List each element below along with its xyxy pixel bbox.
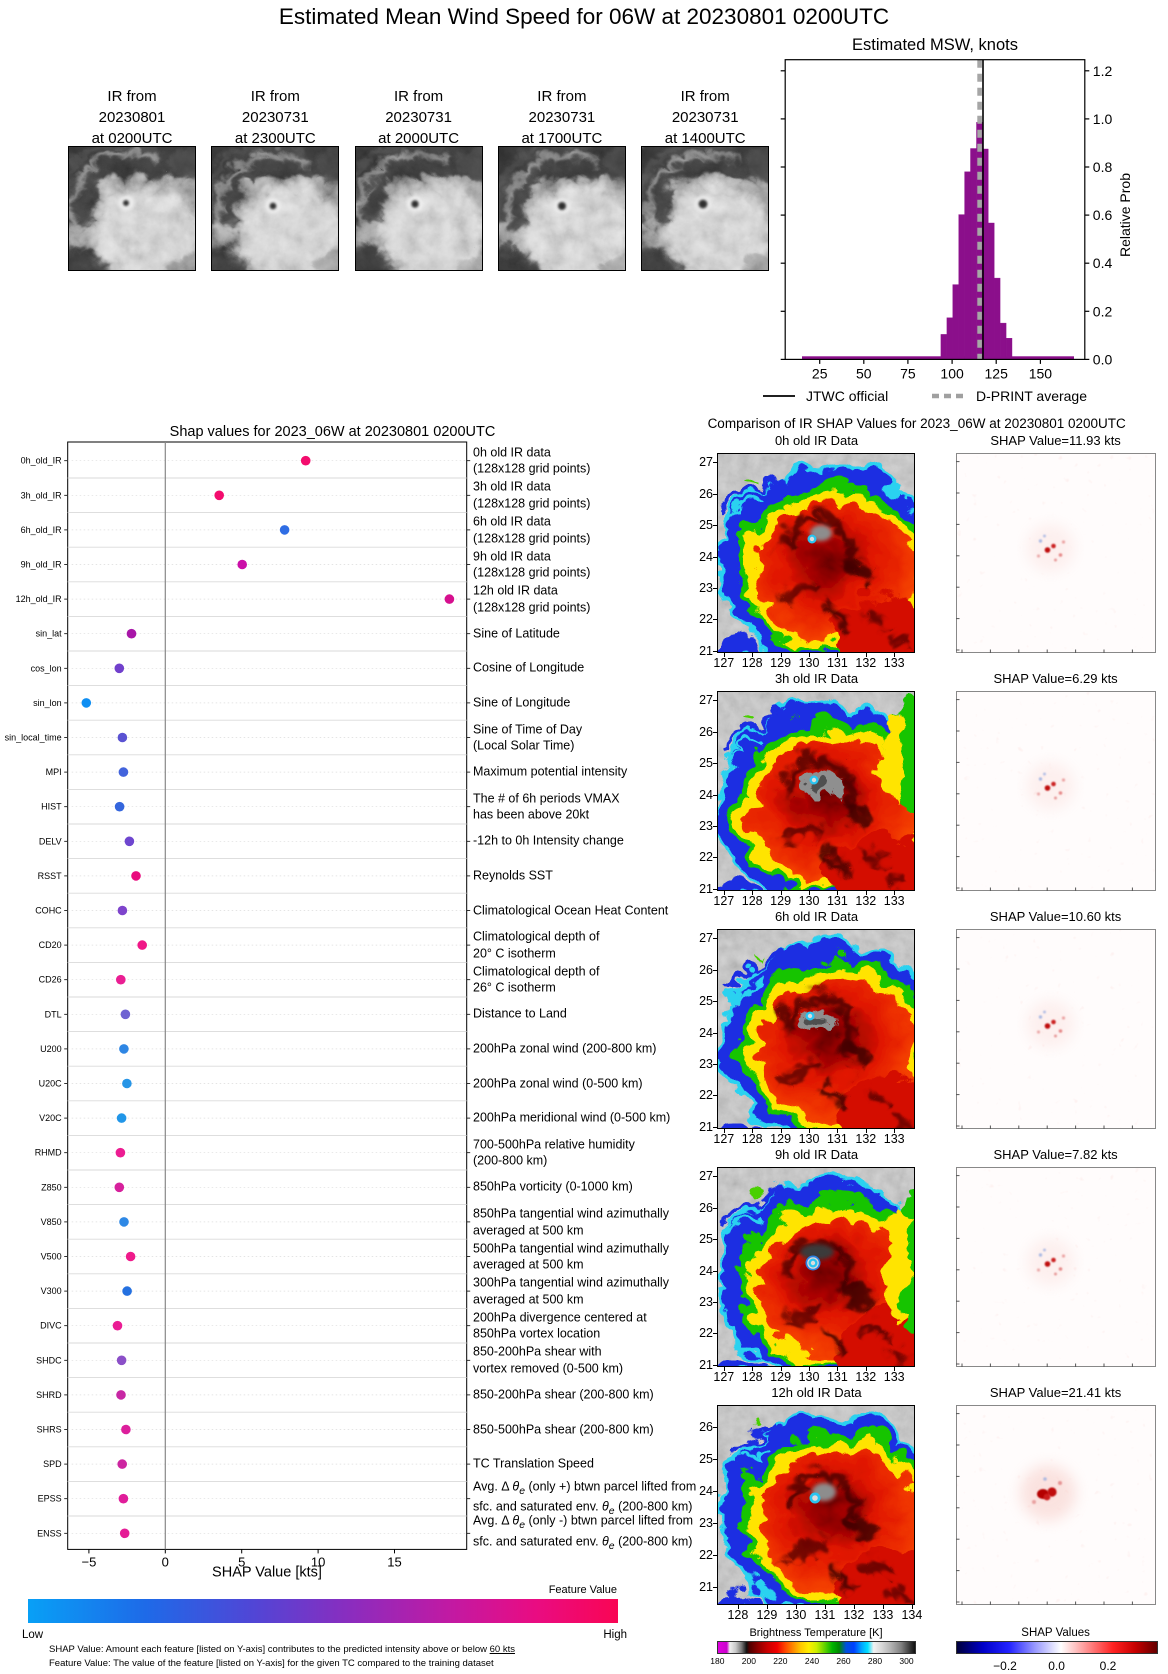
svg-text:U200: U200 xyxy=(40,1044,62,1054)
svg-text:75: 75 xyxy=(900,365,916,381)
svg-text:0.0: 0.0 xyxy=(1093,351,1113,367)
svg-text:CD20: CD20 xyxy=(39,940,62,950)
svg-text:100: 100 xyxy=(940,365,964,381)
svg-text:3h_old_IR: 3h_old_IR xyxy=(21,490,63,500)
svg-text:Z850: Z850 xyxy=(41,1182,62,1192)
svg-text:V20C: V20C xyxy=(39,1113,62,1123)
svg-text:D-PRINT average: D-PRINT average xyxy=(976,388,1087,404)
svg-text:0h_old_IR: 0h_old_IR xyxy=(21,456,63,466)
svg-text:HIST: HIST xyxy=(41,802,62,812)
svg-text:10: 10 xyxy=(311,1554,325,1569)
svg-text:U20C: U20C xyxy=(39,1079,63,1089)
svg-text:ENSS: ENSS xyxy=(37,1528,62,1538)
svg-text:5: 5 xyxy=(238,1554,245,1569)
svg-text:SHAP Value [kts]: SHAP Value [kts] xyxy=(212,1564,322,1580)
svg-text:Shap values for 2023_06W at 20: Shap values for 2023_06W at 20230801 020… xyxy=(170,424,496,440)
svg-text:0.2: 0.2 xyxy=(1093,303,1113,319)
svg-text:1.0: 1.0 xyxy=(1093,111,1113,127)
svg-text:COHC: COHC xyxy=(35,906,62,916)
svg-text:Estimated MSW, knots: Estimated MSW, knots xyxy=(852,36,1018,54)
svg-text:SHRS: SHRS xyxy=(37,1425,62,1435)
svg-text:V500: V500 xyxy=(41,1252,62,1262)
svg-text:0: 0 xyxy=(162,1554,169,1569)
svg-text:1.2: 1.2 xyxy=(1093,63,1113,79)
svg-text:RSST: RSST xyxy=(38,871,63,881)
svg-text:V850: V850 xyxy=(41,1217,62,1227)
svg-text:JTWC official: JTWC official xyxy=(806,388,888,404)
svg-text:150: 150 xyxy=(1029,365,1053,381)
svg-text:0.4: 0.4 xyxy=(1093,255,1113,271)
svg-text:Relative Prob: Relative Prob xyxy=(1117,173,1133,257)
svg-text:SPD: SPD xyxy=(43,1459,62,1469)
svg-text:6h_old_IR: 6h_old_IR xyxy=(21,525,63,535)
svg-text:0.6: 0.6 xyxy=(1093,207,1113,223)
svg-text:125: 125 xyxy=(985,365,1009,381)
svg-text:0.8: 0.8 xyxy=(1093,159,1113,175)
svg-text:9h_old_IR: 9h_old_IR xyxy=(21,560,63,570)
svg-text:MPI: MPI xyxy=(46,767,62,777)
svg-text:V300: V300 xyxy=(41,1286,62,1296)
svg-text:50: 50 xyxy=(856,365,872,381)
svg-text:−5: −5 xyxy=(81,1554,96,1569)
svg-text:DIVC: DIVC xyxy=(40,1321,62,1331)
svg-text:15: 15 xyxy=(387,1554,401,1569)
svg-text:SHDC: SHDC xyxy=(36,1355,62,1365)
svg-text:sin_local_time: sin_local_time xyxy=(5,733,62,743)
svg-text:SHRD: SHRD xyxy=(36,1390,62,1400)
svg-text:cos_lon: cos_lon xyxy=(31,663,62,673)
svg-text:sin_lat: sin_lat xyxy=(36,629,63,639)
svg-text:25: 25 xyxy=(812,365,828,381)
svg-text:EPSS: EPSS xyxy=(38,1494,62,1504)
svg-text:RHMD: RHMD xyxy=(35,1148,62,1158)
svg-text:DTL: DTL xyxy=(45,1009,62,1019)
svg-text:sin_lon: sin_lon xyxy=(33,698,62,708)
svg-text:DELV: DELV xyxy=(39,836,62,846)
svg-text:12h_old_IR: 12h_old_IR xyxy=(16,594,63,604)
svg-text:CD26: CD26 xyxy=(39,975,62,985)
